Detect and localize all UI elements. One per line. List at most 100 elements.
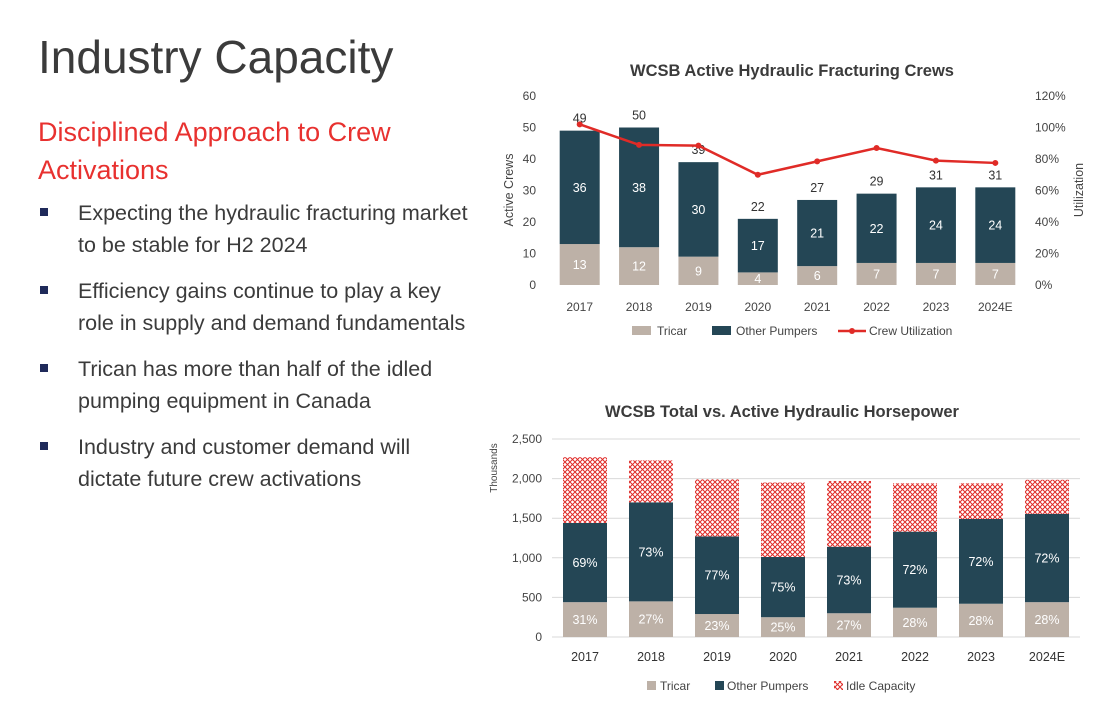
bar-tricar <box>619 247 660 285</box>
bar-other-pumpers <box>856 193 897 263</box>
chart-title: WCSB Active Hydraulic Fracturing Crews <box>630 62 954 80</box>
bar-data-label: 17 <box>751 239 765 253</box>
bar-other-pumpers <box>827 546 871 614</box>
bar-tricar <box>559 244 600 285</box>
bar-data-label: 21 <box>810 227 824 241</box>
bar-data-label: 77% <box>704 569 729 583</box>
bar-data-label: 27% <box>638 613 663 627</box>
bar-idle-capacity <box>563 457 607 523</box>
y-tick-label: 30 <box>523 184 537 198</box>
x-tick-label: 2022 <box>863 300 890 314</box>
bar-data-label: 36 <box>573 181 587 195</box>
crews-chart: WCSB Active Hydraulic Fracturing Crews A… <box>502 62 1086 338</box>
total-data-label: 49 <box>573 112 587 126</box>
bullet-item: Efficiency gains continue to play a key … <box>38 275 468 339</box>
utilization-point <box>695 142 702 149</box>
x-tick-label: 2024E <box>1029 650 1065 664</box>
utilization-point <box>814 158 821 165</box>
bar-other-pumpers <box>737 218 778 273</box>
x-tick-label: 2017 <box>566 300 593 314</box>
y-right-tick-label: 120% <box>1035 89 1066 103</box>
bar-tricar <box>695 614 739 637</box>
bar-data-label: 7 <box>873 267 880 281</box>
bar-tricar <box>737 272 778 285</box>
x-tick-label: 2019 <box>703 650 731 664</box>
y-tick-label: 2,500 <box>512 432 542 446</box>
bullet-square-icon <box>40 364 48 372</box>
total-data-label: 27 <box>810 181 824 195</box>
bullet-item: Expecting the hydraulic fracturing marke… <box>38 197 468 261</box>
utilization-point <box>636 141 643 148</box>
bullet-text: Trican has more than half of the idled p… <box>78 357 433 413</box>
horsepower-chart: WCSB Total vs. Active Hydraulic Horsepow… <box>489 403 1080 693</box>
bar-tricar <box>761 617 805 637</box>
bullet-text: Industry and customer demand will dictat… <box>78 435 411 491</box>
bullet-square-icon <box>40 286 48 294</box>
bar-data-label: 9 <box>695 264 702 278</box>
x-tick-label: 2018 <box>626 300 653 314</box>
bar-idle-capacity <box>1025 479 1069 514</box>
bar-tricar <box>827 613 871 637</box>
y-tick-label: 10 <box>523 247 537 261</box>
legend-swatch-tricar <box>647 681 656 690</box>
bar-data-label: 72% <box>1034 551 1059 565</box>
bar-other-pumpers <box>559 130 600 245</box>
bar-data-label: 72% <box>902 563 927 577</box>
bar-idle-capacity <box>893 483 937 532</box>
y-right-tick-label: 60% <box>1035 184 1059 198</box>
bullet-item: Industry and customer demand will dictat… <box>38 431 468 495</box>
bar-other-pumpers <box>1025 513 1069 603</box>
bullet-text: Efficiency gains continue to play a key … <box>78 279 466 335</box>
bar-other-pumpers <box>678 162 719 257</box>
bullet-item: Trican has more than half of the idled p… <box>38 353 468 417</box>
x-tick-label: 2017 <box>571 650 599 664</box>
bar-idle-capacity <box>629 460 673 503</box>
bullet-square-icon <box>40 208 48 216</box>
bar-data-label: 28% <box>1034 613 1059 627</box>
total-data-label: 31 <box>929 168 943 182</box>
bar-tricar <box>975 262 1016 285</box>
total-data-label: 29 <box>870 175 884 189</box>
y-tick-label: 500 <box>522 590 542 604</box>
x-tick-label: 2019 <box>685 300 712 314</box>
utilization-point <box>754 171 761 178</box>
slide-subtitle: Disciplined Approach to Crew Activations <box>38 117 391 185</box>
legend-label: Crew Utilization <box>869 324 952 338</box>
bar-tricar <box>893 607 937 637</box>
y-tick-label: 50 <box>523 121 537 135</box>
legend-marker-utilization <box>849 328 855 334</box>
bar-data-label: 7 <box>992 267 999 281</box>
bar-tricar <box>915 262 956 285</box>
y-tick-label: 1,000 <box>512 551 542 565</box>
bar-idle-capacity <box>761 482 805 558</box>
legend-swatch-other-pumpers <box>712 326 731 335</box>
bar-data-label: 12 <box>632 260 646 274</box>
y-tick-label: 40 <box>523 152 537 166</box>
bar-data-label: 4 <box>754 272 761 286</box>
legend-label: Tricar <box>657 324 687 338</box>
total-data-label: 50 <box>632 109 646 123</box>
legend-label: Idle Capacity <box>846 679 915 693</box>
bar-tricar <box>959 603 1003 637</box>
bar-data-label: 38 <box>632 181 646 195</box>
bar-data-label: 69% <box>572 556 597 570</box>
total-data-label: 22 <box>751 200 765 214</box>
bar-tricar <box>563 602 607 637</box>
y-tick-label: 60 <box>523 89 537 103</box>
bar-other-pumpers <box>959 518 1003 604</box>
bar-idle-capacity <box>827 480 871 547</box>
bar-data-label: 24 <box>929 219 943 233</box>
bar-tricar <box>629 601 673 637</box>
total-data-label: 31 <box>988 168 1002 182</box>
bar-other-pumpers <box>761 557 805 618</box>
y-tick-label: 0 <box>535 630 542 644</box>
bar-data-label: 75% <box>770 581 795 595</box>
x-tick-label: 2020 <box>769 650 797 664</box>
bar-data-label: 31% <box>572 613 597 627</box>
bar-data-label: 30 <box>691 203 705 217</box>
legend-swatch-idle-capacity <box>834 681 843 690</box>
utilization-point <box>932 157 939 164</box>
bar-idle-capacity <box>959 483 1003 519</box>
bar-tricar <box>678 256 719 285</box>
bar-data-label: 25% <box>770 621 795 635</box>
